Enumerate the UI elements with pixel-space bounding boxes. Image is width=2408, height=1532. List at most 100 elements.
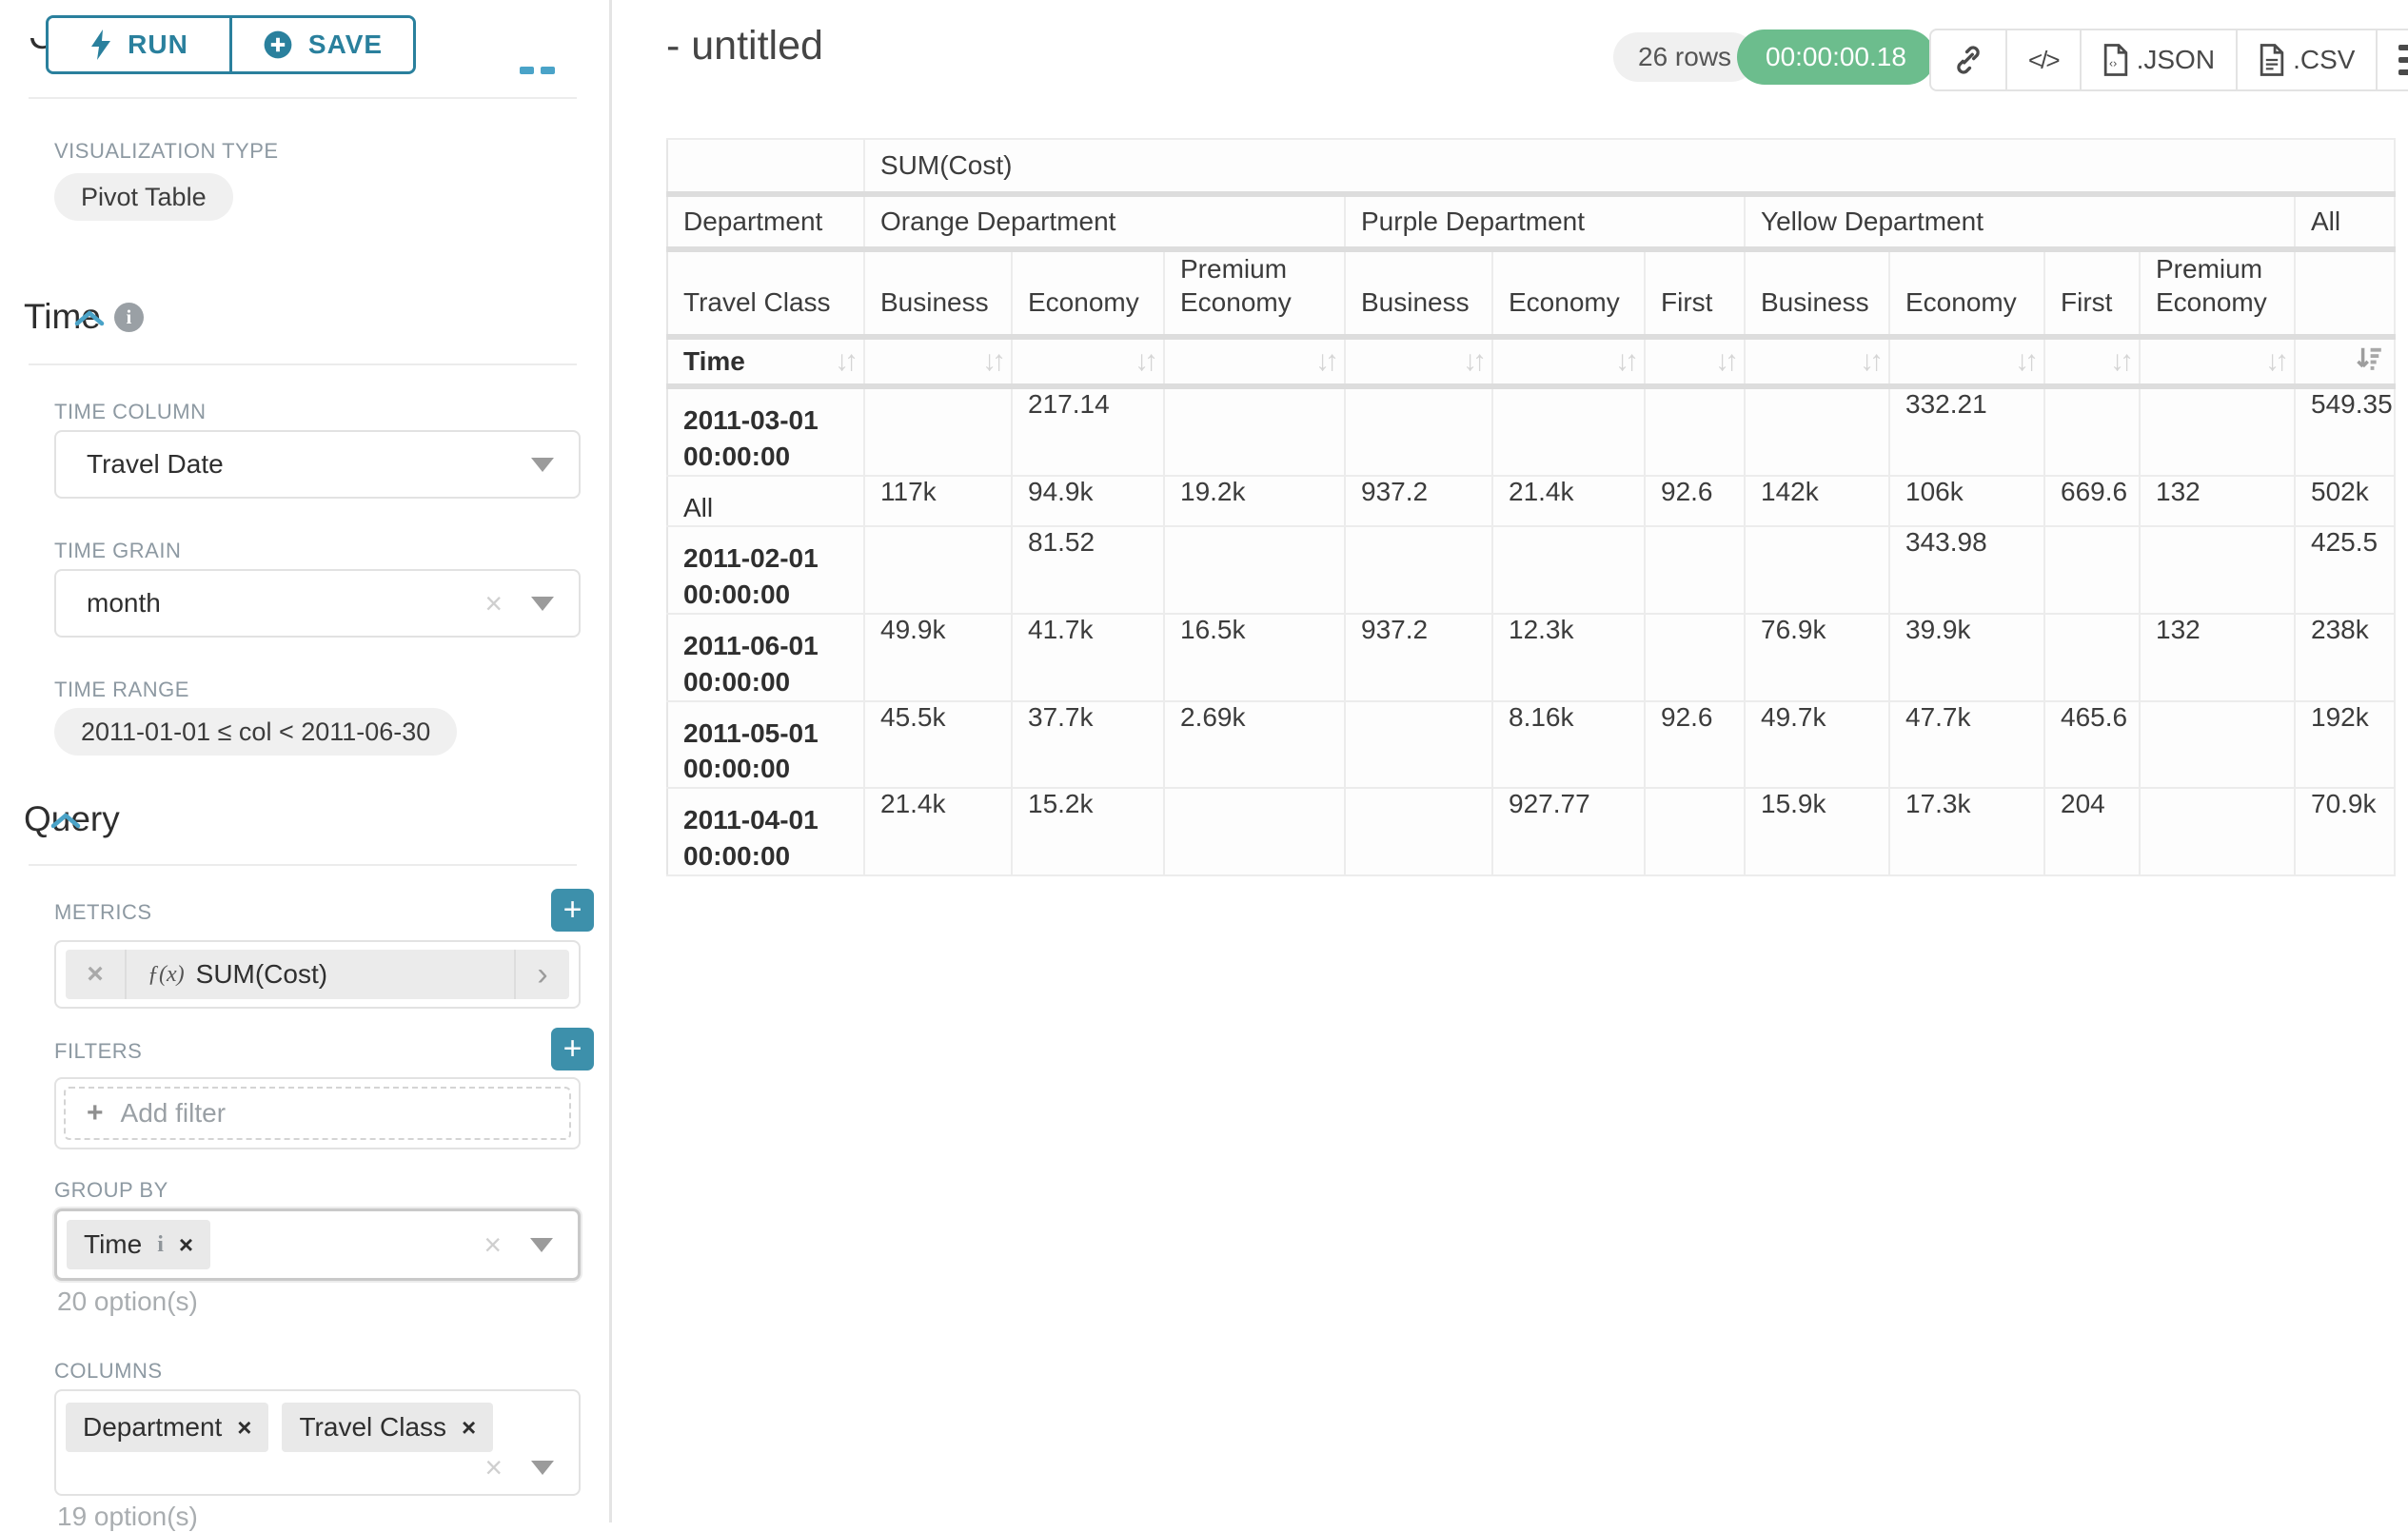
remove-tag-icon[interactable]: × [237, 1413, 251, 1443]
add-filter-plus-button[interactable]: + [551, 1028, 594, 1070]
pivot-cell: 76.9k [1745, 614, 1889, 701]
sort-toggle-icon[interactable]: ↓↑ [1860, 345, 1879, 378]
pivot-cell [1745, 386, 1889, 476]
time-sort-header[interactable]: Time↓↑ [667, 337, 864, 386]
save-button-label: SAVE [308, 29, 383, 60]
column-subheader: Economy [1012, 249, 1164, 337]
export-json-button[interactable]: ‹› .JSON [2082, 30, 2238, 89]
remove-tag-icon[interactable]: × [462, 1413, 476, 1443]
pivot-cell [2044, 386, 2140, 476]
clear-icon[interactable]: × [484, 1452, 503, 1483]
pivot-cell: 106k [1889, 476, 2044, 527]
pivot-cell: 39.9k [1889, 614, 2044, 701]
group-by-tag[interactable]: Time i × [67, 1220, 210, 1269]
sort-toggle-icon[interactable]: ↓↑ [835, 345, 854, 378]
chevron-up-icon[interactable] [73, 297, 106, 337]
columns-select[interactable]: Department × Travel Class × × [54, 1389, 581, 1496]
group-by-select[interactable]: Time i × × [54, 1208, 581, 1281]
columns-tag[interactable]: Department × [66, 1403, 268, 1452]
divider [29, 363, 577, 365]
pivot-cell: 81.52 [1012, 526, 1164, 614]
metric-pill[interactable]: × ƒ(x) SUM(Cost) › [66, 950, 569, 999]
time-range-label: TIME RANGE [54, 678, 189, 702]
add-filter-button[interactable]: + Add filter [64, 1087, 571, 1140]
sort-toggle-icon[interactable]: ↓↑ [2015, 345, 2034, 378]
group-by-label: GROUP BY [54, 1178, 168, 1203]
pivot-cell: 937.2 [1345, 614, 1492, 701]
pivot-cell [864, 526, 1012, 614]
sort-desc-active-icon[interactable] [2354, 344, 2384, 381]
column-sort-header[interactable]: ↓↑ [1164, 337, 1345, 386]
plus-icon: + [87, 1097, 104, 1129]
more-options-button[interactable] [2378, 30, 2408, 89]
sort-toggle-icon[interactable]: ↓↑ [1615, 345, 1634, 378]
viz-type-pill[interactable]: Pivot Table [54, 173, 233, 221]
run-button[interactable]: RUN [49, 18, 232, 71]
chevron-down-icon[interactable] [531, 1461, 554, 1475]
column-sort-header[interactable]: ↓↑ [1745, 337, 1889, 386]
columns-options-hint: 19 option(s) [57, 1502, 198, 1532]
pivot-cell: 19.2k [1164, 476, 1345, 527]
export-csv-button[interactable]: .CSV [2238, 30, 2378, 89]
time-column-select[interactable]: Travel Date [54, 430, 581, 499]
pivot-cell [1345, 788, 1492, 875]
row-label: 2011-03-01 00:00:00 [667, 386, 864, 476]
sort-toggle-icon[interactable]: ↓↑ [1135, 345, 1154, 378]
query-section-header[interactable]: Query [24, 799, 120, 839]
pivot-cell: 549.35 [2295, 386, 2395, 476]
time-section-header[interactable]: Time i [24, 297, 144, 337]
sort-toggle-icon[interactable]: ↓↑ [2110, 345, 2129, 378]
view-query-button[interactable]: </> [2007, 30, 2082, 89]
pivot-cell: 41.7k [1012, 614, 1164, 701]
chevron-up-icon[interactable] [49, 799, 82, 839]
chart-title[interactable]: - untitled [666, 23, 823, 69]
clipped-icon-fragment [541, 67, 555, 74]
chevron-right-icon[interactable]: › [514, 950, 569, 999]
control-panel-sidebar: Chart Type RUN SAVE VISUALIZATION TYPE P… [0, 0, 609, 1522]
pivot-cell: 12.3k [1492, 614, 1645, 701]
clear-icon[interactable]: × [484, 588, 503, 619]
time-range-pill[interactable]: 2011-01-01 ≤ col < 2011-06-30 [54, 708, 457, 756]
chevron-down-icon[interactable] [530, 1238, 553, 1252]
pivot-cell: 94.9k [1012, 476, 1164, 527]
remove-tag-icon[interactable]: × [179, 1230, 193, 1260]
column-sort-header[interactable] [2295, 337, 2395, 386]
column-group-header: Purple Department [1345, 194, 1745, 249]
pivot-cell: 70.9k [2295, 788, 2395, 875]
column-sort-header[interactable]: ↓↑ [1492, 337, 1645, 386]
sort-toggle-icon[interactable]: ↓↑ [1715, 345, 1734, 378]
row-label: All [667, 476, 864, 527]
function-icon: ƒ(x) [148, 962, 185, 988]
save-button[interactable]: SAVE [232, 18, 413, 71]
column-sort-header[interactable]: ↓↑ [1645, 337, 1745, 386]
time-grain-select[interactable]: month × [54, 569, 581, 638]
column-sort-header[interactable]: ↓↑ [2140, 337, 2295, 386]
sort-toggle-icon[interactable]: ↓↑ [1463, 345, 1482, 378]
column-sort-header[interactable]: ↓↑ [2044, 337, 2140, 386]
add-filter-label: Add filter [121, 1098, 227, 1129]
sort-toggle-icon[interactable]: ↓↑ [2265, 345, 2284, 378]
column-sort-header[interactable]: ↓↑ [864, 337, 1012, 386]
sort-toggle-icon[interactable]: ↓↑ [982, 345, 1001, 378]
pivot-cell [1345, 526, 1492, 614]
remove-metric-icon[interactable]: × [66, 950, 127, 999]
time-column-value: Travel Date [87, 449, 224, 480]
pivot-cell: 217.14 [1012, 386, 1164, 476]
clear-icon[interactable]: × [484, 1229, 502, 1260]
filters-label: FILTERS [54, 1039, 142, 1064]
pivot-cell [1164, 386, 1345, 476]
pivot-cell: 238k [2295, 614, 2395, 701]
divider [29, 97, 577, 99]
chevron-down-icon[interactable] [531, 458, 554, 472]
sort-toggle-icon[interactable]: ↓↑ [1315, 345, 1334, 378]
column-group-header: Yellow Department [1745, 194, 2295, 249]
column-sort-header[interactable]: ↓↑ [1889, 337, 2044, 386]
columns-tag[interactable]: Travel Class × [282, 1403, 493, 1452]
chevron-down-icon[interactable] [531, 597, 554, 611]
column-sort-header[interactable]: ↓↑ [1012, 337, 1164, 386]
info-icon: i [157, 1232, 164, 1258]
add-metric-button[interactable]: + [551, 889, 594, 932]
pivot-cell [1345, 386, 1492, 476]
share-link-button[interactable] [1931, 30, 2007, 89]
column-sort-header[interactable]: ↓↑ [1345, 337, 1492, 386]
